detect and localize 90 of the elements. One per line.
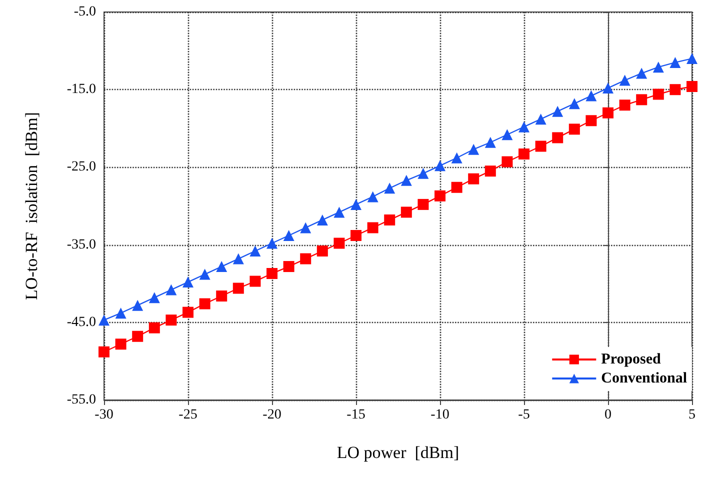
point bbox=[568, 124, 580, 135]
y-tick-label: -55.0 bbox=[66, 392, 96, 408]
point bbox=[115, 338, 126, 350]
y-axis-title: LO-to-RF isolation [dBm] bbox=[22, 112, 41, 300]
point bbox=[686, 80, 698, 92]
point bbox=[652, 88, 664, 100]
point bbox=[602, 82, 614, 94]
x-tick-label: 5 bbox=[688, 408, 696, 422]
point bbox=[552, 106, 564, 117]
y-tick-label: -45.0 bbox=[66, 314, 96, 330]
point bbox=[636, 94, 648, 106]
x-tick-label: -15 bbox=[346, 408, 366, 422]
x-tick-label: -10 bbox=[430, 408, 450, 422]
point bbox=[250, 246, 261, 257]
point bbox=[451, 182, 462, 193]
point bbox=[232, 282, 244, 294]
point bbox=[283, 230, 294, 241]
point bbox=[216, 261, 228, 272]
point bbox=[132, 330, 144, 342]
point bbox=[148, 292, 160, 304]
x-tick-label: 0 bbox=[604, 408, 612, 422]
point bbox=[484, 166, 496, 177]
x-axis-title: LO power [dBm] bbox=[336, 443, 460, 462]
legend-label: Conventional bbox=[601, 370, 688, 386]
point bbox=[586, 115, 597, 126]
point bbox=[568, 98, 580, 110]
point bbox=[400, 174, 412, 186]
point bbox=[283, 261, 294, 272]
point bbox=[250, 276, 261, 287]
point bbox=[636, 68, 648, 79]
x-tick-label: -30 bbox=[94, 408, 114, 422]
point bbox=[586, 90, 597, 102]
point bbox=[670, 84, 681, 96]
point bbox=[300, 253, 312, 264]
point bbox=[619, 74, 630, 86]
point bbox=[502, 129, 513, 140]
point bbox=[334, 238, 345, 249]
y-tick-label: -5.0 bbox=[74, 4, 96, 20]
point bbox=[434, 190, 446, 202]
point bbox=[266, 268, 278, 280]
point bbox=[182, 276, 194, 288]
point bbox=[166, 314, 177, 326]
point bbox=[316, 246, 328, 257]
point bbox=[518, 148, 530, 160]
point bbox=[216, 290, 228, 302]
point bbox=[518, 121, 530, 132]
point bbox=[98, 346, 110, 358]
point bbox=[418, 198, 429, 210]
point bbox=[484, 136, 496, 148]
point bbox=[535, 140, 546, 152]
point bbox=[115, 308, 126, 319]
point bbox=[686, 53, 698, 64]
point bbox=[98, 314, 110, 326]
legend-label: Proposed bbox=[601, 352, 662, 368]
point bbox=[182, 306, 194, 318]
x-tick-label: -20 bbox=[262, 408, 282, 422]
point bbox=[367, 222, 378, 234]
point bbox=[148, 322, 160, 334]
point bbox=[652, 62, 664, 73]
point bbox=[602, 107, 614, 118]
point bbox=[451, 152, 462, 164]
point bbox=[266, 238, 278, 249]
point bbox=[367, 191, 378, 202]
point bbox=[400, 206, 412, 218]
x-tick-label: -5 bbox=[518, 408, 530, 422]
point bbox=[199, 298, 210, 310]
x-tick-label: -25 bbox=[178, 408, 198, 422]
point bbox=[232, 253, 244, 264]
point bbox=[468, 144, 480, 155]
point bbox=[300, 222, 312, 234]
y-tick-label: -15.0 bbox=[66, 82, 96, 98]
point bbox=[316, 214, 328, 226]
point bbox=[199, 268, 210, 280]
point bbox=[670, 56, 681, 68]
point bbox=[384, 214, 396, 226]
point bbox=[166, 284, 177, 296]
point bbox=[384, 182, 396, 194]
point bbox=[350, 198, 362, 210]
y-tick-label: -35.0 bbox=[66, 237, 96, 252]
point bbox=[502, 156, 513, 168]
point bbox=[418, 168, 429, 179]
point bbox=[334, 206, 345, 218]
point bbox=[619, 100, 630, 111]
point bbox=[552, 132, 564, 144]
y-tick-label: -25.0 bbox=[66, 160, 96, 175]
point bbox=[535, 114, 546, 125]
point bbox=[132, 300, 144, 311]
point bbox=[434, 160, 446, 172]
point bbox=[468, 173, 480, 184]
point bbox=[350, 230, 362, 241]
